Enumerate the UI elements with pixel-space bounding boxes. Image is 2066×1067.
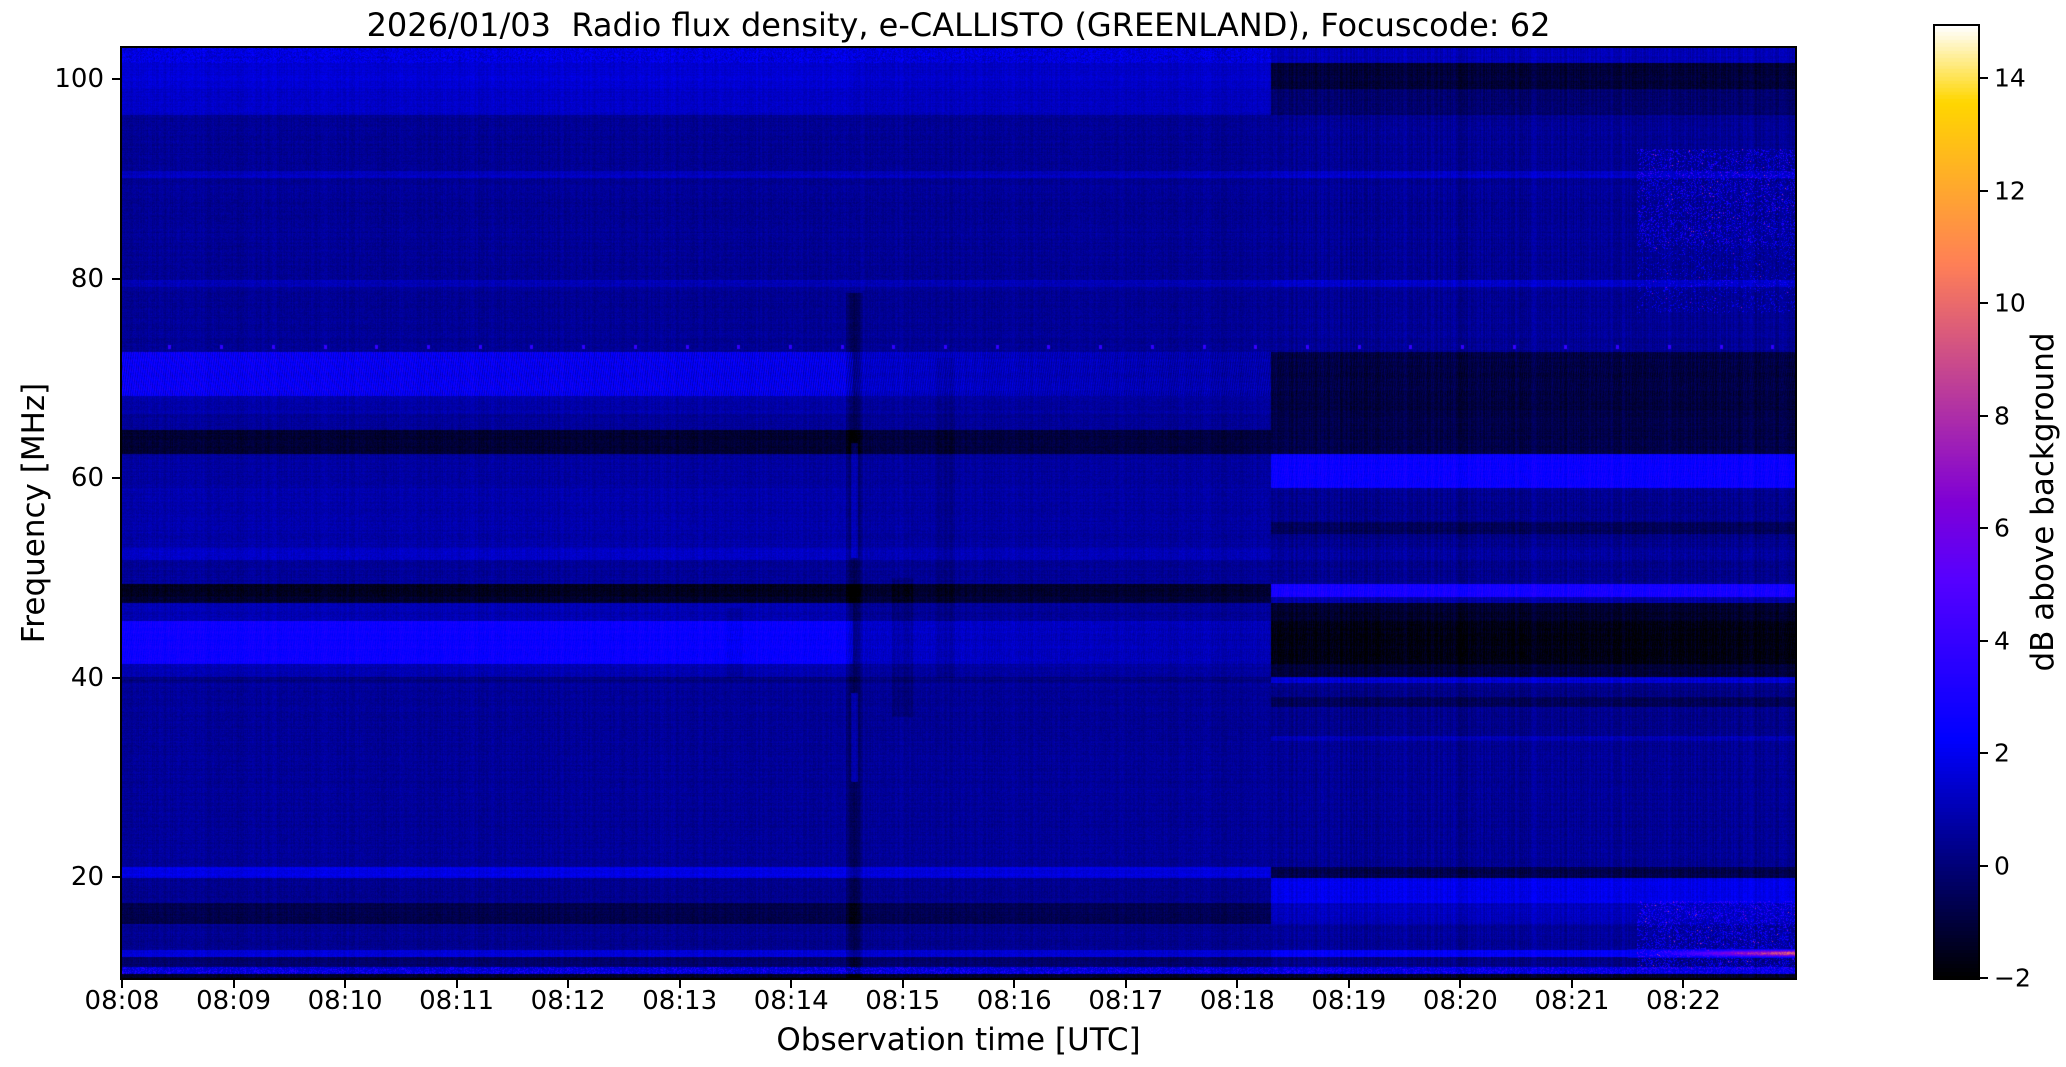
x-tick-mark [567, 980, 570, 988]
x-tick-mark [232, 980, 235, 988]
y-tick-mark [112, 477, 120, 480]
x-tick-mark [455, 980, 458, 988]
y-tick-mark [112, 876, 120, 879]
colorbar-tick-mark [1980, 864, 1988, 867]
x-tick-label: 08:16 [976, 986, 1052, 1016]
x-tick-mark [790, 980, 793, 988]
y-tick-mark [112, 676, 120, 679]
y-tick-mark [112, 78, 120, 81]
x-axis-label: Observation time [UTC] [776, 1022, 1141, 1058]
colorbar-tick-label: 14 [1994, 63, 2026, 93]
x-tick-label: 08:18 [1199, 986, 1275, 1016]
colorbar-tick-mark [1980, 189, 1988, 192]
y-tick-label: 40 [70, 662, 104, 693]
colorbar-tick-mark [1980, 527, 1988, 530]
y-tick-label: 100 [54, 64, 104, 95]
colorbar-tick-mark [1980, 752, 1988, 755]
x-tick-label: 08:14 [753, 986, 829, 1016]
spectrogram-canvas [122, 48, 1795, 978]
x-tick-label: 08:12 [530, 986, 606, 1016]
spectrogram-plot [120, 46, 1797, 980]
colorbar-tick-label: 12 [1994, 176, 2026, 206]
colorbar-tick-mark [1980, 977, 1988, 979]
colorbar [1933, 24, 1980, 980]
x-tick-label: 08:17 [1088, 986, 1164, 1016]
colorbar-tick-label: −2 [1994, 963, 2031, 993]
colorbar-tick-mark [1980, 639, 1988, 642]
x-tick-label: 08:08 [84, 986, 160, 1016]
y-tick-mark [112, 277, 120, 280]
x-tick-label: 08:15 [865, 986, 941, 1016]
colorbar-tick-label: 10 [1994, 288, 2026, 318]
y-tick-label: 80 [70, 263, 104, 294]
x-tick-label: 08:13 [642, 986, 718, 1016]
x-tick-mark [678, 980, 681, 988]
x-tick-label: 08:09 [196, 986, 271, 1016]
colorbar-tick-label: 0 [1994, 851, 2010, 881]
x-tick-mark [1682, 980, 1685, 988]
colorbar-label: dB above background [2025, 332, 2061, 672]
x-tick-mark [1013, 980, 1016, 988]
x-tick-mark [344, 980, 347, 988]
x-tick-label: 08:10 [307, 986, 383, 1016]
colorbar-tick-mark [1980, 414, 1988, 417]
colorbar-tick-label: 8 [1994, 401, 2010, 431]
colorbar-tick-mark [1980, 77, 1988, 80]
x-tick-label: 08:20 [1422, 986, 1498, 1016]
colorbar-tick-label: 4 [1994, 626, 2010, 656]
colorbar-canvas [1935, 26, 1978, 978]
x-tick-mark [1347, 980, 1350, 988]
x-tick-mark [1459, 980, 1462, 988]
x-tick-mark [901, 980, 904, 988]
chart-title: 2026/01/03 Radio flux density, e-CALLIST… [366, 6, 1551, 44]
x-tick-mark [1236, 980, 1239, 988]
colorbar-tick-label: 6 [1994, 513, 2010, 543]
x-tick-mark [1124, 980, 1127, 988]
x-tick-mark [121, 980, 123, 988]
x-tick-label: 08:19 [1311, 986, 1387, 1016]
x-tick-mark [1570, 980, 1573, 988]
colorbar-tick-mark [1980, 302, 1988, 305]
x-tick-label: 08:11 [419, 986, 495, 1016]
y-axis-label: Frequency [MHz] [16, 382, 52, 644]
x-tick-label: 08:21 [1534, 986, 1610, 1016]
y-tick-label: 60 [70, 463, 104, 494]
y-tick-label: 20 [70, 862, 104, 893]
x-tick-label: 08:22 [1645, 986, 1721, 1016]
colorbar-tick-label: 2 [1994, 738, 2010, 768]
